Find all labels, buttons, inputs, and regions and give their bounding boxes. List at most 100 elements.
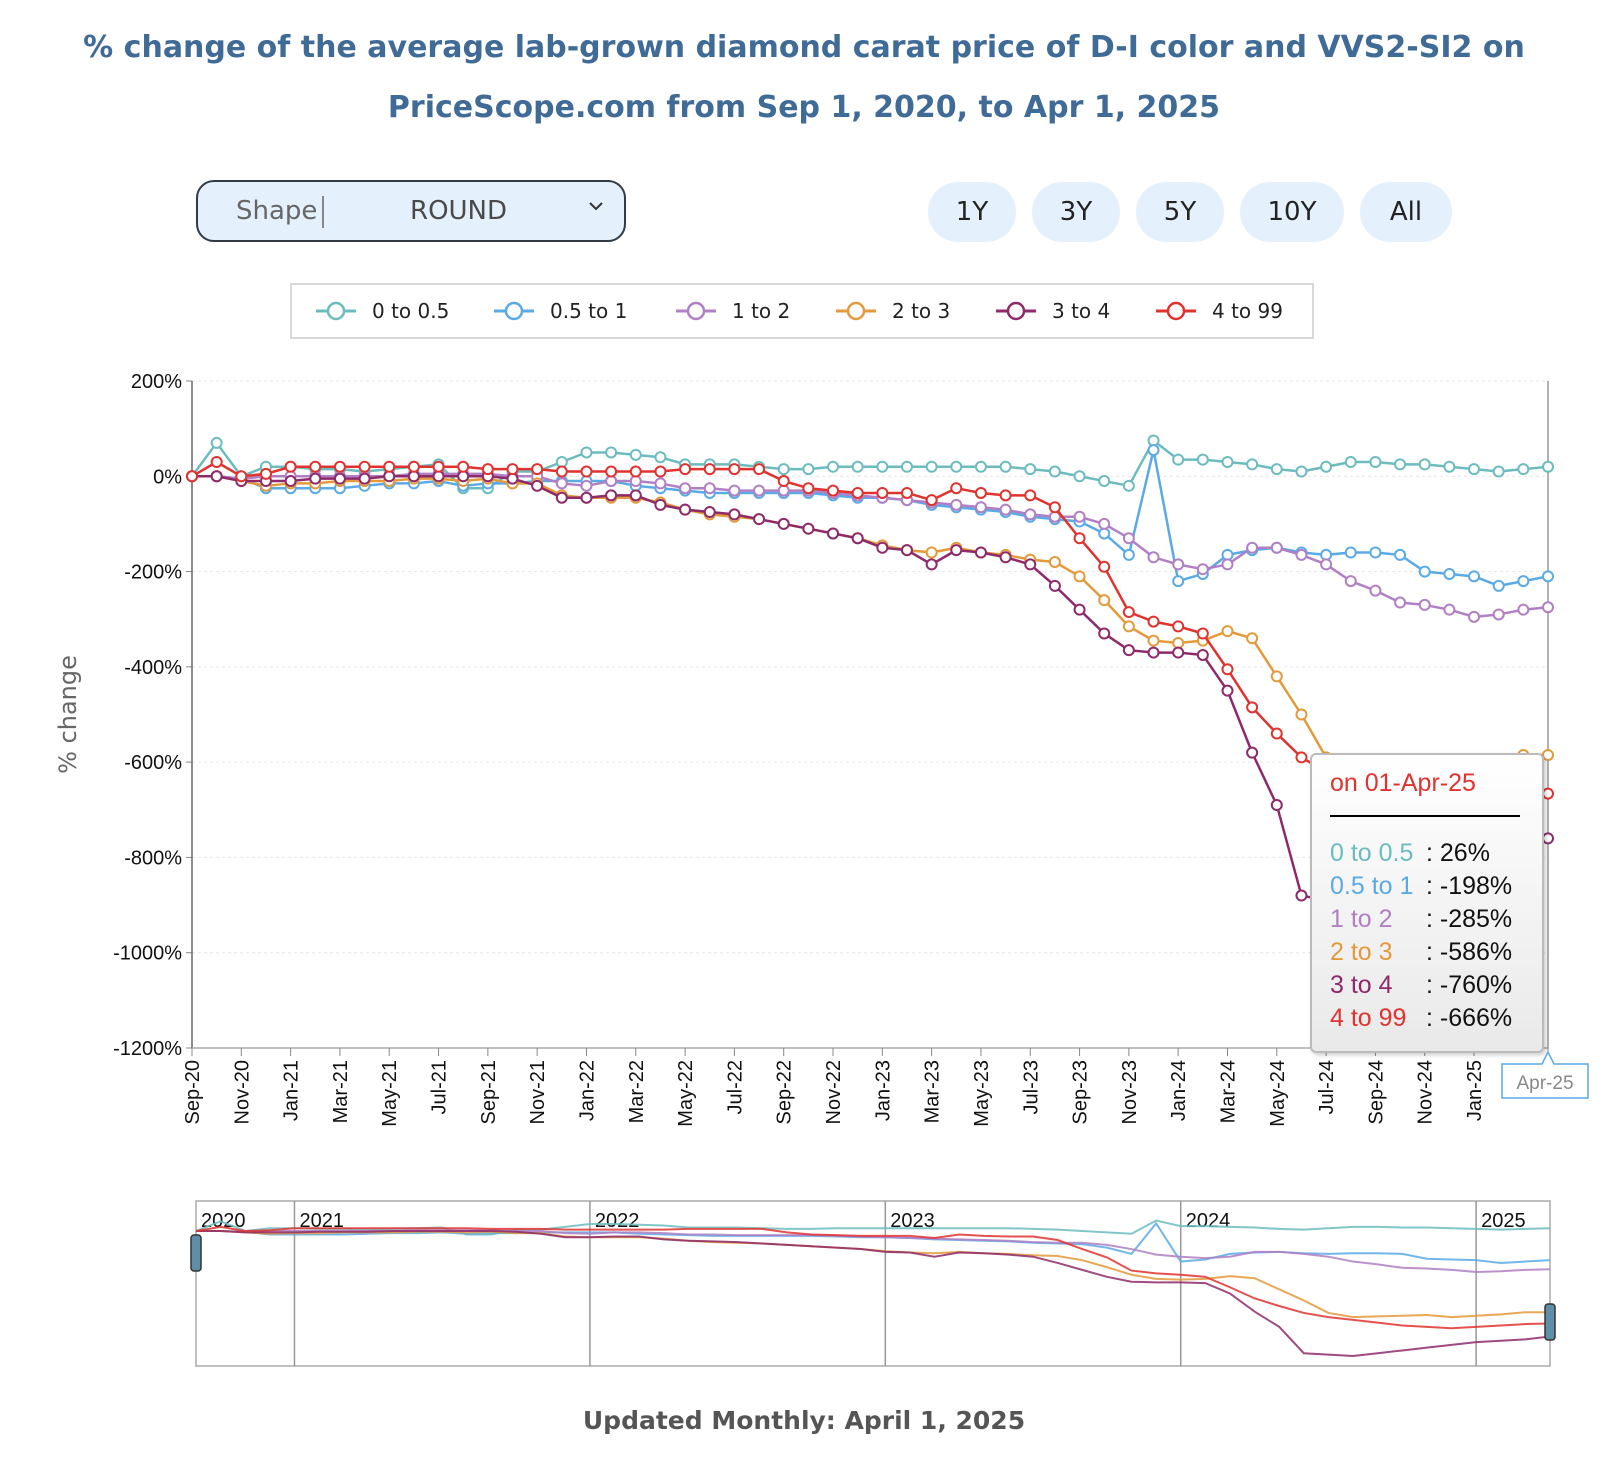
data-point [1270, 670, 1283, 683]
data-point [1172, 558, 1185, 571]
data-point [1443, 567, 1456, 580]
x-tick-label: Jan-21 [281, 1060, 303, 1121]
y-tick-label: 0% [153, 466, 182, 488]
tooltip-row-name: 3 to 4 [1330, 971, 1393, 999]
data-point [1246, 746, 1259, 759]
data-point [1098, 517, 1111, 530]
x-tick-label: Sep-20 [182, 1060, 204, 1125]
data-point [1073, 532, 1086, 545]
data-point [1122, 644, 1135, 657]
y-tick-label: -800% [124, 847, 182, 869]
data-point [481, 463, 494, 476]
data-point [1468, 570, 1481, 583]
data-point [383, 470, 396, 483]
data-point [802, 522, 815, 535]
data-point [1344, 455, 1357, 468]
data-point [1270, 799, 1283, 812]
data-point [827, 527, 840, 540]
navigator-series-line [196, 1230, 1551, 1358]
shape-select[interactable]: Shape ROUND [196, 180, 626, 242]
data-point [1320, 558, 1333, 571]
data-point [703, 463, 716, 476]
data-point [827, 460, 840, 473]
data-point [1172, 646, 1185, 659]
tooltip-row-value: : 26% [1426, 839, 1490, 867]
data-point [1270, 541, 1283, 554]
legend-marker-icon [1156, 301, 1196, 321]
data-point [777, 463, 790, 476]
data-point [679, 463, 692, 476]
data-point [925, 460, 938, 473]
data-point [1048, 465, 1061, 478]
data-point [1147, 646, 1160, 659]
tooltip-row: 1 to 2: -285% [1330, 905, 1512, 934]
data-point [506, 472, 519, 485]
data-point [1073, 570, 1086, 583]
data-point [605, 475, 618, 488]
data-point [605, 465, 618, 478]
data-point [309, 460, 322, 473]
data-point [1196, 648, 1209, 661]
data-point [1344, 546, 1357, 559]
data-point [1221, 455, 1234, 468]
data-point [876, 460, 889, 473]
x-tick-label: Nov-20 [231, 1060, 253, 1124]
crosshair-label: Apr-25 [1516, 1073, 1573, 1094]
tooltip-divider [1330, 815, 1520, 817]
data-point [629, 448, 642, 461]
range-button-all[interactable]: All [1360, 182, 1452, 242]
data-point [654, 498, 667, 511]
range-button-5y[interactable]: 5Y [1136, 182, 1224, 242]
tooltip-row: 3 to 4 : -760% [1330, 971, 1512, 1000]
data-point [1542, 787, 1554, 800]
navigator-year-label: 2022 [595, 1210, 640, 1232]
data-point [1147, 434, 1160, 447]
shape-select-divider [322, 196, 324, 228]
data-point [1246, 632, 1259, 645]
data-point [1147, 551, 1160, 564]
data-point [1295, 465, 1308, 478]
data-point [753, 463, 766, 476]
data-point [851, 532, 864, 545]
crosshair-label-box [1501, 1050, 1589, 1099]
data-point [1320, 548, 1333, 561]
data-point [555, 465, 568, 478]
data-point [186, 470, 198, 483]
navigator-year-label: 2025 [1481, 1210, 1526, 1232]
data-point [1221, 663, 1234, 676]
legend-label: 0.5 to 1 [550, 299, 628, 323]
navigator: 2020 2021 2022 2023 2024 2025 [190, 1200, 1556, 1367]
data-point [1320, 460, 1333, 473]
range-button-10y[interactable]: 10Y [1240, 182, 1344, 242]
data-point [1394, 458, 1407, 471]
navigator-right-handle[interactable] [1544, 1303, 1556, 1341]
data-point [1542, 460, 1554, 473]
data-point [1221, 625, 1234, 638]
data-point [284, 460, 297, 473]
navigator-left-handle[interactable] [190, 1234, 202, 1272]
data-point [1542, 748, 1554, 761]
data-point [1048, 501, 1061, 514]
range-button-1y[interactable]: 1Y [928, 182, 1016, 242]
data-point [777, 475, 790, 488]
data-point [555, 491, 568, 504]
data-point [1542, 570, 1554, 583]
data-point [605, 489, 618, 502]
data-point [1098, 560, 1111, 573]
legend-marker-icon [316, 301, 356, 321]
data-point [654, 451, 667, 464]
data-point [1295, 889, 1308, 902]
data-point [1147, 444, 1160, 457]
data-point [580, 446, 593, 459]
data-point [950, 544, 963, 557]
tooltip-row-value: : -760% [1426, 971, 1513, 999]
range-button-3y[interactable]: 3Y [1032, 182, 1120, 242]
data-point [925, 546, 938, 559]
chart-title-line-1: % change of the average lab-grown diamon… [83, 30, 1525, 65]
axis-layer: 200% 0% -200% -400% -600% -800% -1000% -1200% % … [54, 371, 1589, 1127]
data-point [629, 465, 642, 478]
y-axis-title: % change [54, 655, 82, 774]
x-tick-label: Sep-22 [774, 1060, 796, 1125]
data-point [210, 470, 223, 483]
